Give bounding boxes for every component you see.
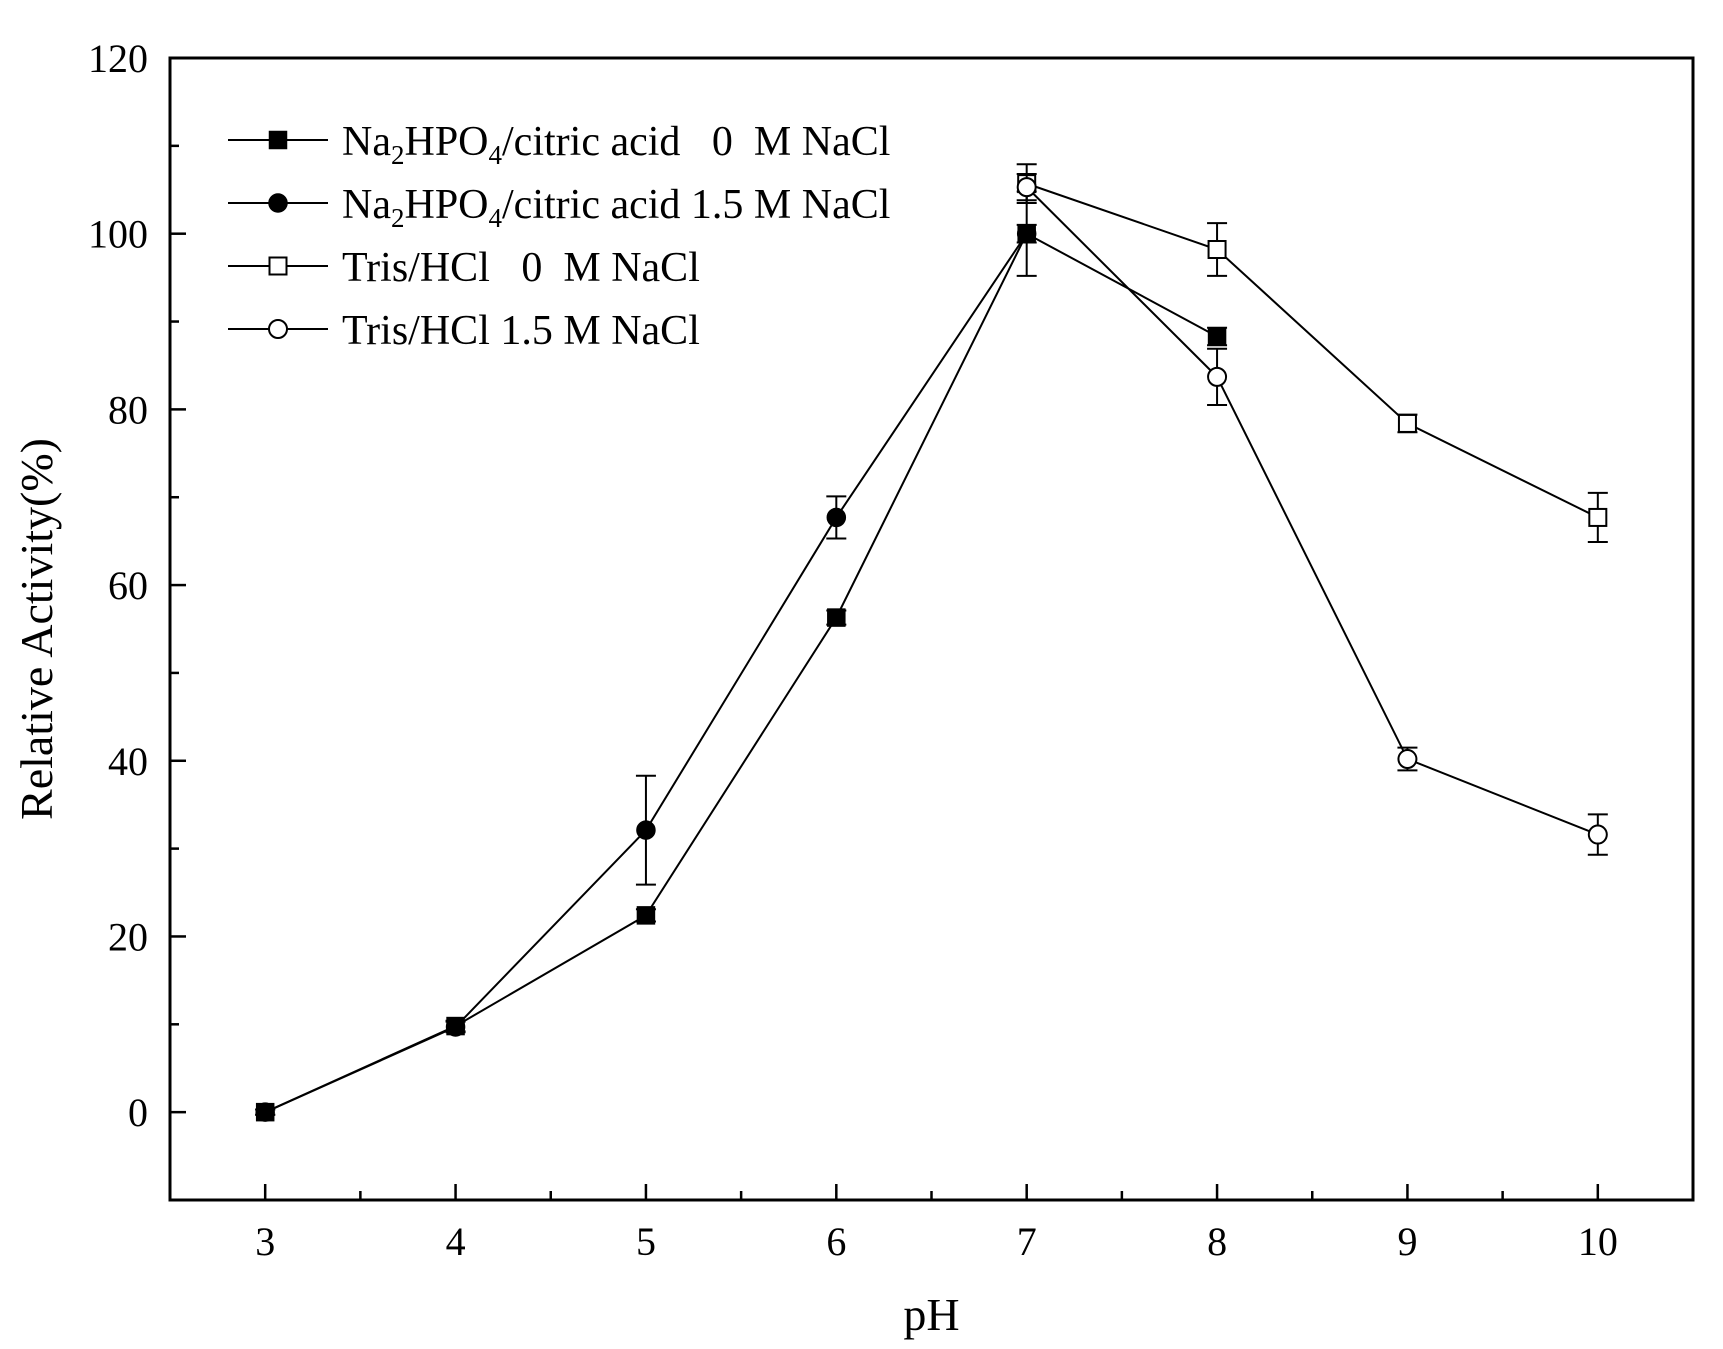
data-point-marker <box>636 906 656 925</box>
x-tick-label: 3 <box>255 1219 275 1264</box>
y-tick-label: 60 <box>108 563 148 608</box>
data-point-marker <box>1207 240 1227 260</box>
legend-item: Na2HPO4/citric acid 1.5 M NaCl <box>228 182 890 233</box>
data-point-marker <box>445 1017 466 1037</box>
y-axis-title: Relative Activity(%) <box>11 438 62 820</box>
legend-label: Tris/HCl 1.5 M NaCl <box>342 308 700 354</box>
data-point-marker <box>1397 749 1418 770</box>
legend-text-part: HPO <box>404 182 488 228</box>
data-point-marker <box>1207 366 1228 387</box>
data-point-marker <box>268 193 288 213</box>
y-tick-label: 40 <box>108 739 148 784</box>
legend-label: Tris/HCl 0 M NaCl <box>342 245 700 291</box>
data-point-marker <box>1016 177 1037 198</box>
legend-text-part: /citric acid 1.5 M NaCl <box>502 182 890 228</box>
legend-label: Na2HPO4/citric acid 1.5 M NaCl <box>342 182 890 233</box>
legend-text-part: HPO <box>404 119 488 165</box>
data-point-marker <box>255 1102 275 1122</box>
legend-text-part: Na <box>342 119 391 165</box>
series-line <box>1026 182 1599 519</box>
data-point-marker <box>268 319 288 339</box>
data-point-marker <box>636 820 656 840</box>
x-tick-label: 4 <box>446 1219 466 1264</box>
series-group <box>1016 163 1608 544</box>
x-axis-title: pH <box>903 1289 959 1340</box>
data-point-marker <box>826 507 847 528</box>
legend-subscript: 2 <box>391 203 405 233</box>
legend-subscript: 4 <box>489 140 503 170</box>
x-tick-label: 9 <box>1397 1219 1417 1264</box>
data-point-marker <box>268 256 288 276</box>
legend-item: Na2HPO4/citric acid 0 M NaCl <box>228 119 890 170</box>
data-point-marker <box>1588 507 1608 527</box>
y-tick-label: 20 <box>108 914 148 959</box>
x-tick-label: 5 <box>636 1219 656 1264</box>
legend-text-part: Na <box>342 182 391 228</box>
data-point-marker <box>1397 413 1417 433</box>
y-tick-label: 120 <box>88 36 148 81</box>
data-point-marker <box>827 608 846 627</box>
series-line <box>1025 186 1599 836</box>
legend-text-part: Tris/HCl 0 M NaCl <box>342 245 700 291</box>
series-layer <box>255 163 1608 1122</box>
data-point-marker <box>1587 824 1608 845</box>
y-tick-label: 100 <box>88 212 148 257</box>
legend-subscript: 4 <box>489 203 503 233</box>
legend: Na2HPO4/citric acid 0 M NaClNa2HPO4/citr… <box>228 119 890 354</box>
x-tick-label: 10 <box>1578 1219 1618 1264</box>
series-group <box>255 190 1037 1122</box>
legend-item: Tris/HCl 0 M NaCl <box>228 245 700 291</box>
data-point-marker <box>1016 223 1037 244</box>
x-tick-label: 7 <box>1017 1219 1037 1264</box>
legend-text-part: Tris/HCl 1.5 M NaCl <box>342 308 700 354</box>
legend-label: Na2HPO4/citric acid 0 M NaCl <box>342 119 890 170</box>
series-group <box>1016 172 1608 856</box>
legend-item: Tris/HCl 1.5 M NaCl <box>228 308 700 354</box>
data-point-marker <box>268 130 288 150</box>
legend-text-part: /citric acid 0 M NaCl <box>502 119 890 165</box>
legend-subscript: 2 <box>391 140 405 170</box>
y-tick-label: 0 <box>128 1090 148 1135</box>
data-point-marker <box>1207 327 1227 346</box>
x-tick-label: 8 <box>1207 1219 1227 1264</box>
y-tick-label: 80 <box>108 387 148 432</box>
x-tick-label: 6 <box>826 1219 846 1264</box>
